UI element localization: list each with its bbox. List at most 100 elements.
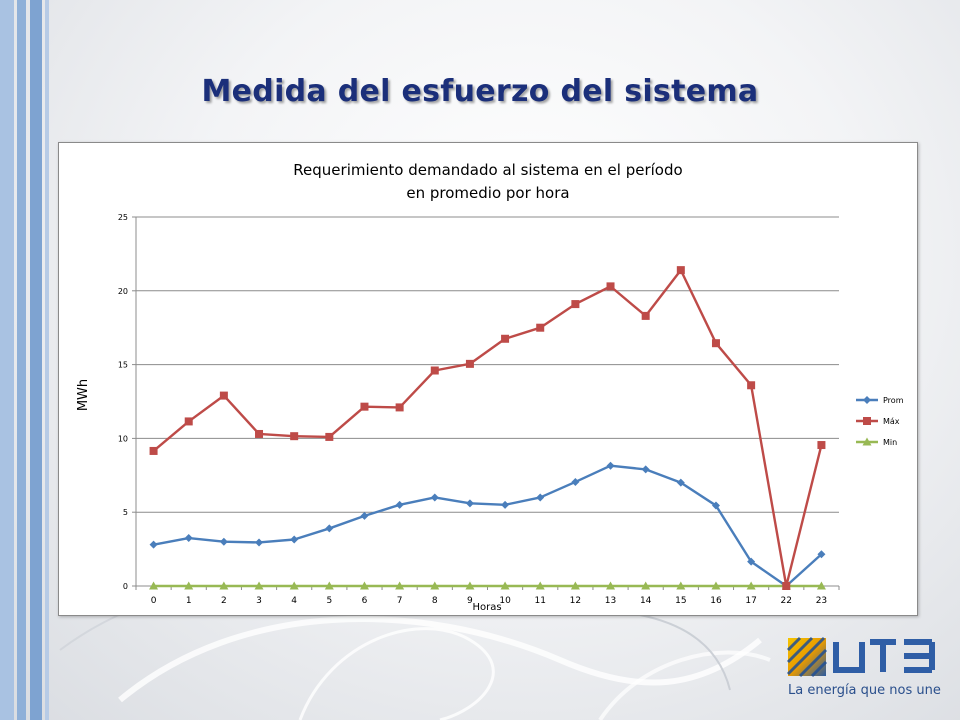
legend-label-prom: Prom bbox=[883, 396, 904, 405]
data-point-prom bbox=[184, 534, 193, 543]
x-tick-label: 5 bbox=[326, 596, 332, 606]
data-point-min bbox=[149, 581, 159, 590]
data-point-max bbox=[395, 403, 404, 412]
x-tick-label: 14 bbox=[640, 596, 652, 606]
data-point-prom bbox=[325, 524, 334, 533]
data-point-max bbox=[571, 300, 580, 309]
x-tick-label: 1 bbox=[186, 596, 192, 606]
data-point-min bbox=[465, 581, 475, 590]
data-point-prom bbox=[395, 500, 404, 509]
data-point-min bbox=[430, 581, 440, 590]
data-point-min bbox=[184, 581, 194, 590]
chart-title-line-2: en promedio por hora bbox=[406, 184, 569, 202]
data-point-min bbox=[254, 581, 264, 590]
data-point-prom bbox=[149, 540, 158, 549]
data-point-max bbox=[536, 323, 545, 332]
x-tick-label: 3 bbox=[256, 596, 262, 606]
y-axis-label: MWh bbox=[76, 379, 91, 411]
legend-marker-max bbox=[863, 417, 871, 425]
data-point-max bbox=[149, 446, 158, 455]
data-point-max bbox=[219, 391, 228, 400]
x-tick-label: 2 bbox=[221, 596, 227, 606]
x-tick-label: 9 bbox=[467, 596, 473, 606]
y-tick-label: 15 bbox=[118, 361, 128, 370]
decorative-stripes bbox=[0, 0, 56, 720]
data-point-min bbox=[395, 581, 405, 590]
data-point-prom bbox=[747, 557, 756, 566]
data-point-max bbox=[360, 402, 369, 411]
data-point-max bbox=[606, 282, 615, 291]
data-point-prom bbox=[290, 535, 299, 544]
x-tick-label: 13 bbox=[605, 596, 616, 606]
data-point-prom bbox=[817, 550, 826, 559]
slide-title: Medida del esfuerzo del sistema bbox=[201, 74, 759, 109]
x-tick-label: 4 bbox=[291, 596, 297, 606]
data-point-min bbox=[570, 581, 580, 590]
data-point-max bbox=[747, 381, 756, 390]
data-point-min bbox=[219, 581, 229, 590]
data-point-max bbox=[782, 582, 791, 590]
data-point-max bbox=[817, 441, 826, 450]
data-point-prom bbox=[501, 500, 510, 509]
x-tick-label: 11 bbox=[534, 596, 545, 606]
data-point-min bbox=[500, 581, 510, 590]
x-tick-label: 16 bbox=[710, 596, 722, 606]
data-point-prom bbox=[360, 511, 369, 520]
data-point-min bbox=[289, 581, 299, 590]
data-point-prom bbox=[676, 478, 685, 487]
data-point-min bbox=[711, 581, 721, 590]
legend-marker-min bbox=[862, 437, 872, 446]
line-chart: Requerimiento demandado al sistema en el… bbox=[76, 161, 904, 613]
data-point-min bbox=[535, 581, 545, 590]
y-tick-label: 25 bbox=[118, 213, 128, 222]
x-axis-label: Horas bbox=[472, 602, 501, 613]
data-point-min bbox=[359, 581, 369, 590]
data-point-max bbox=[325, 432, 334, 441]
chart-title-line-1: Requerimiento demandado al sistema en el… bbox=[293, 161, 682, 179]
y-tick-label: 0 bbox=[123, 582, 128, 591]
legend-label-min: Min bbox=[883, 438, 897, 447]
x-tick-label: 23 bbox=[816, 596, 827, 606]
data-point-prom bbox=[571, 477, 580, 486]
x-tick-label: 10 bbox=[499, 596, 511, 606]
data-point-prom bbox=[711, 501, 720, 510]
x-tick-label: 22 bbox=[781, 596, 792, 606]
data-point-max bbox=[501, 334, 510, 343]
x-tick-label: 12 bbox=[570, 596, 581, 606]
data-point-prom bbox=[219, 537, 228, 546]
data-point-prom bbox=[536, 493, 545, 502]
x-tick-label: 6 bbox=[362, 596, 368, 606]
x-tick-label: 17 bbox=[745, 596, 756, 606]
x-tick-label: 7 bbox=[397, 596, 403, 606]
legend: Prom Máx Min bbox=[856, 396, 904, 447]
series-line-prom bbox=[153, 464, 823, 588]
data-point-prom bbox=[465, 499, 474, 508]
data-point-min bbox=[324, 581, 334, 590]
x-tick-label: 0 bbox=[151, 596, 157, 606]
data-point-max bbox=[711, 339, 720, 348]
y-tick-label: 5 bbox=[123, 508, 128, 517]
data-point-max bbox=[641, 311, 650, 320]
ute-logo bbox=[786, 636, 935, 678]
legend-marker-prom bbox=[863, 396, 871, 404]
data-point-min bbox=[641, 581, 651, 590]
data-point-min bbox=[746, 581, 756, 590]
y-tick-label: 20 bbox=[118, 287, 128, 296]
data-point-min bbox=[816, 581, 826, 590]
data-point-max bbox=[430, 366, 439, 375]
data-point-min bbox=[606, 581, 616, 590]
data-point-prom bbox=[641, 465, 650, 474]
logo-tagline: La energía que nos une bbox=[788, 683, 941, 698]
series-line-max bbox=[152, 268, 823, 588]
x-tick-label: 8 bbox=[432, 596, 438, 606]
data-point-max bbox=[290, 432, 299, 441]
data-point-max bbox=[465, 359, 474, 368]
chart-container: Requerimiento demandado al sistema en el… bbox=[58, 142, 918, 616]
data-point-min bbox=[676, 581, 686, 590]
data-point-max bbox=[676, 266, 685, 275]
data-point-prom bbox=[430, 493, 439, 502]
data-point-max bbox=[184, 417, 193, 426]
data-point-prom bbox=[255, 538, 264, 547]
legend-label-max: Máx bbox=[883, 417, 900, 426]
data-point-max bbox=[255, 429, 264, 438]
